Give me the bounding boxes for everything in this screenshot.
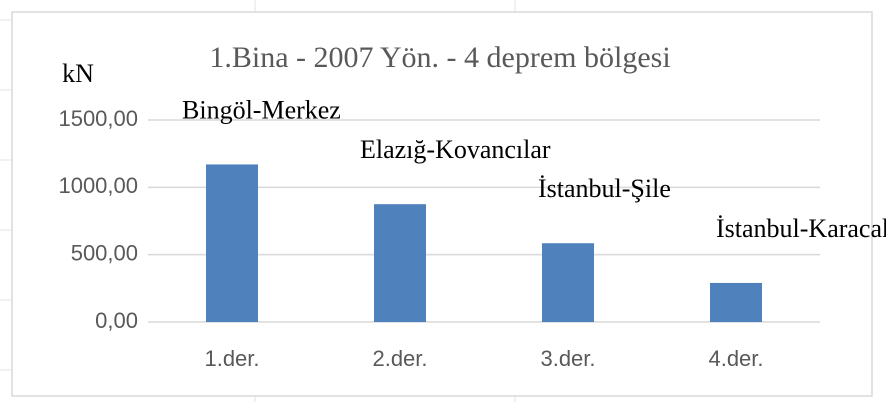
annotation: İstanbul-Karacaköy [716, 214, 886, 243]
bar [710, 282, 762, 322]
annotation: Bingöl-Merkez [182, 95, 341, 124]
x-tick-label: 2.der. [372, 346, 427, 371]
x-tick-label: 3.der. [540, 346, 595, 371]
y-axis-label: kN [62, 59, 94, 88]
bar [374, 204, 426, 322]
annotation: Elazığ-Kovancılar [360, 135, 551, 164]
x-tick-label: 4.der. [708, 346, 763, 371]
y-tick-label: 500,00 [71, 240, 138, 265]
y-tick-label: 0,00 [95, 308, 138, 333]
chart-frame [11, 11, 873, 397]
annotation: İstanbul-Şile [538, 174, 671, 203]
y-tick-label: 1000,00 [58, 173, 138, 198]
chart-title: 1.Bina - 2007 Yön. - 4 deprem bölgesi [209, 41, 670, 74]
y-tick-label: 1500,00 [58, 106, 138, 131]
bar [542, 243, 594, 322]
x-tick-label: 1.der. [204, 346, 259, 371]
bar [206, 164, 258, 322]
